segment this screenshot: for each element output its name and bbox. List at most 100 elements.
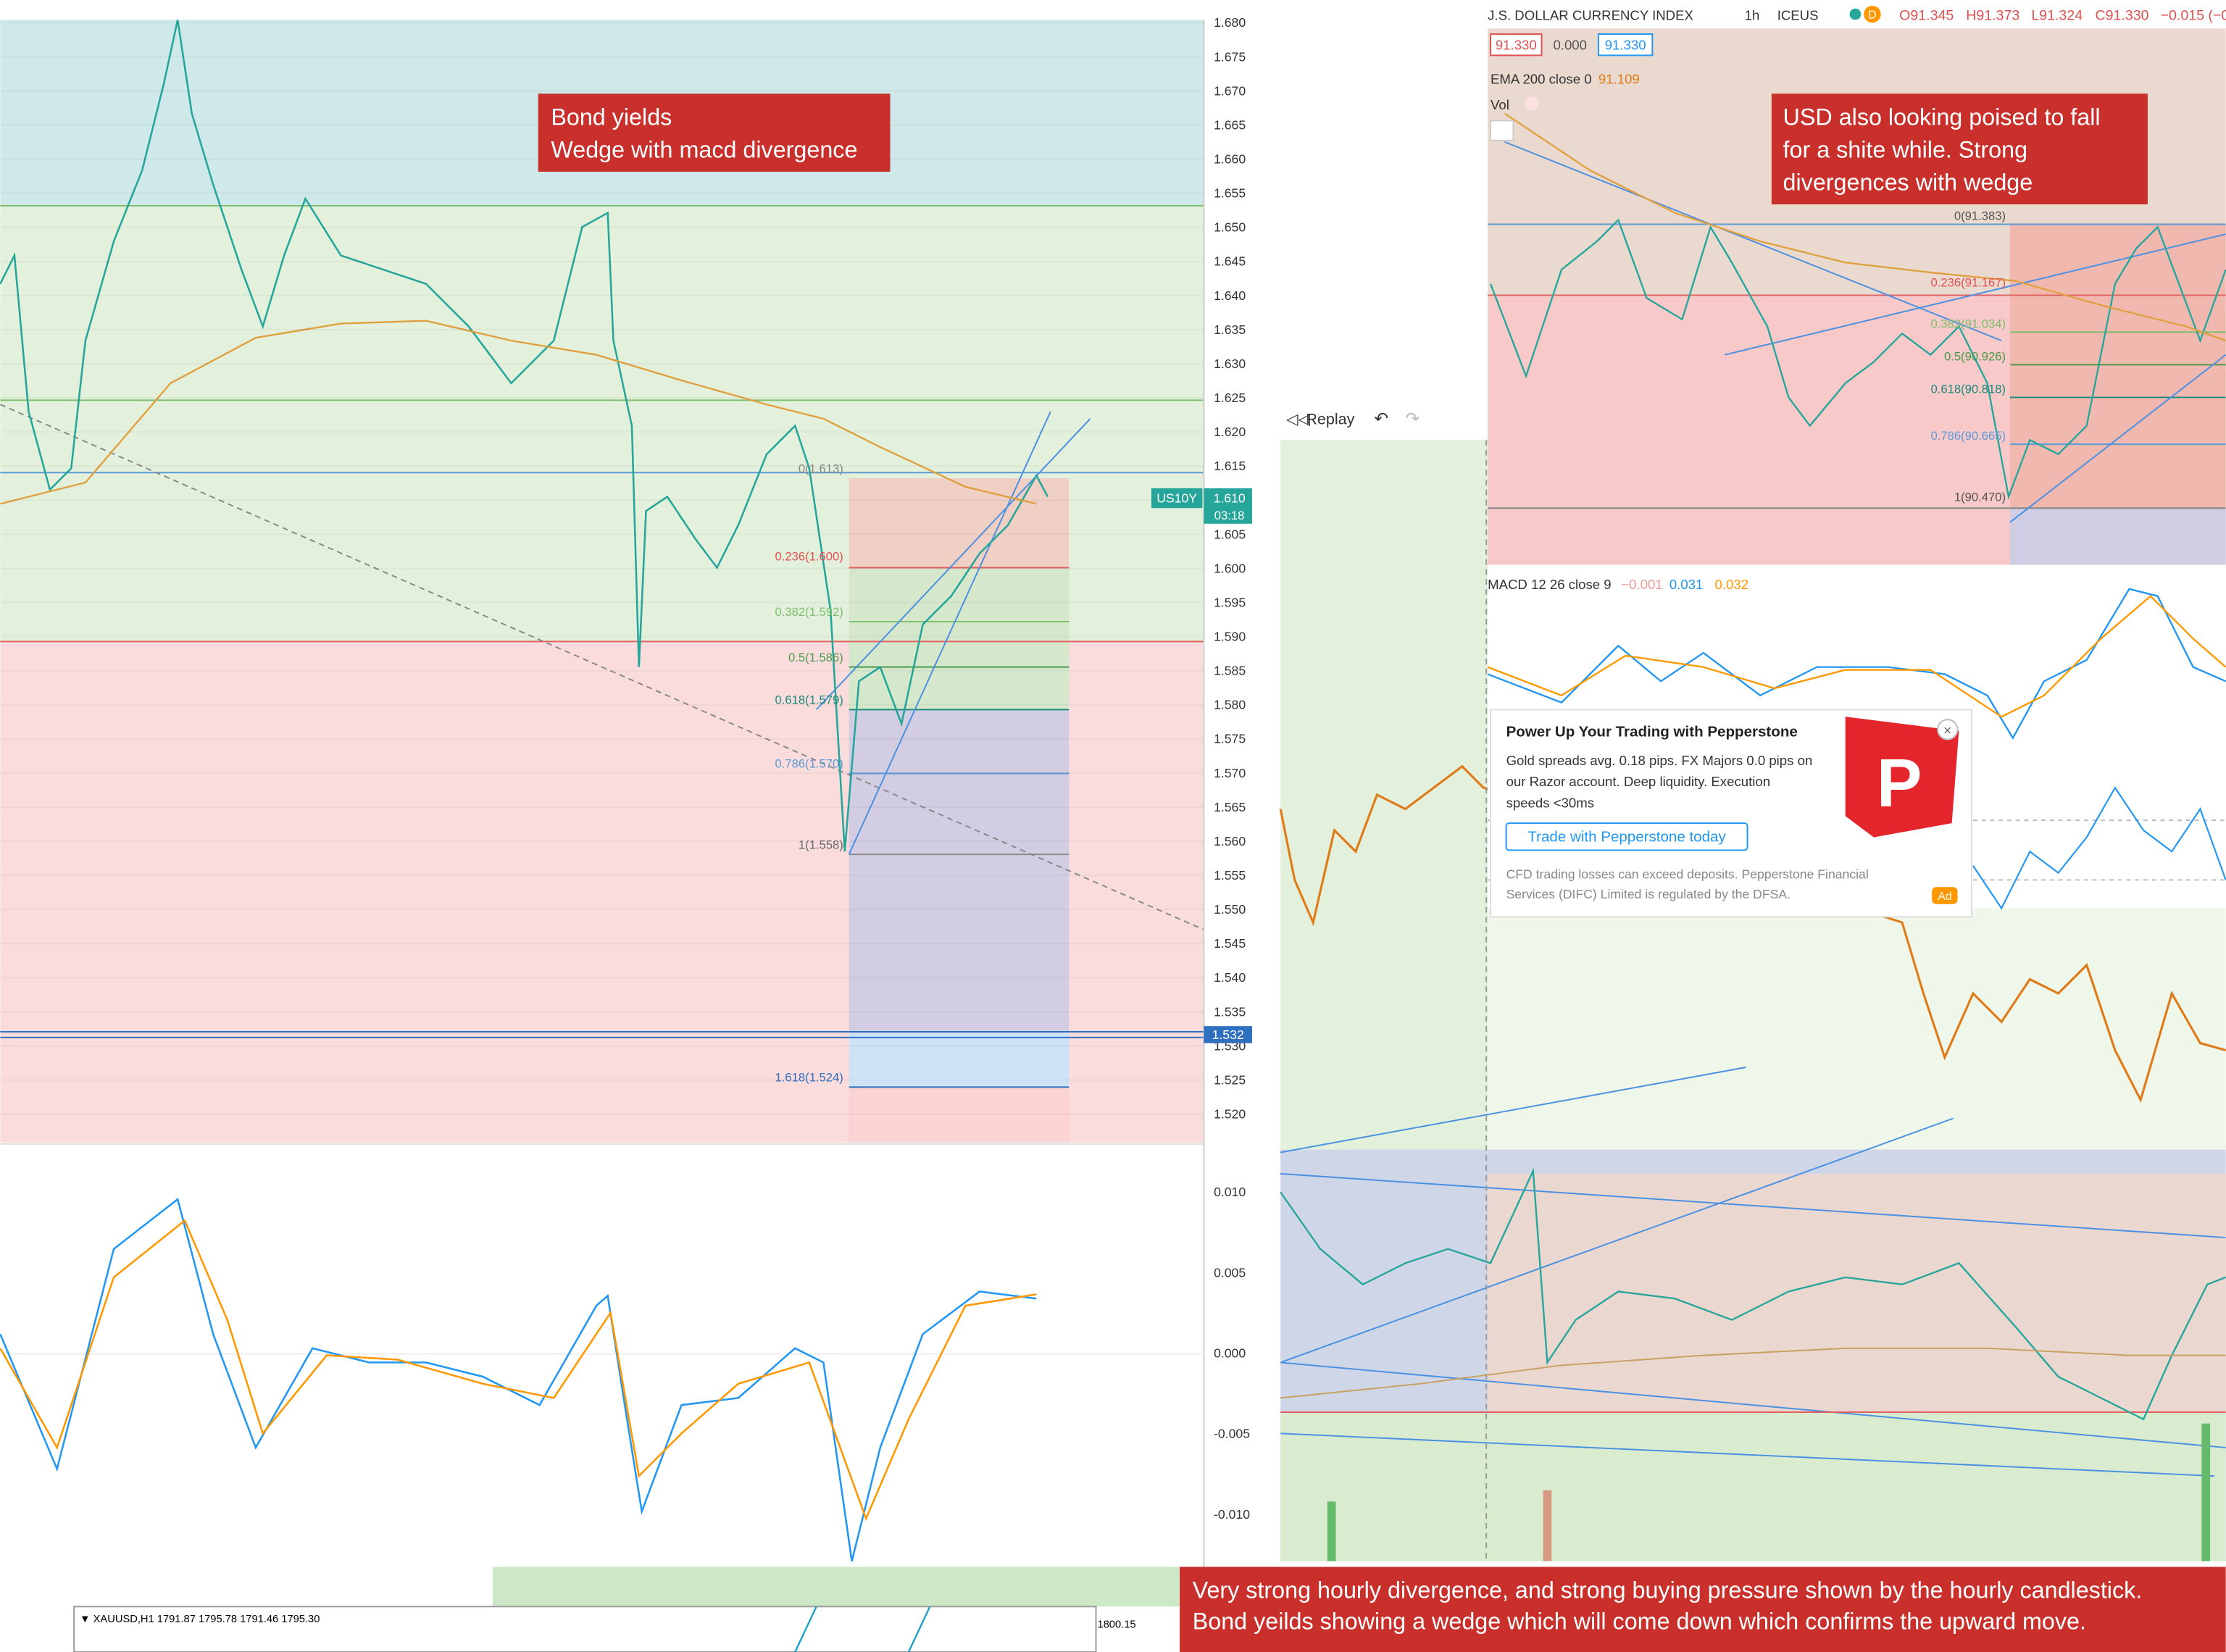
fib-label: 1(1.558) [799, 838, 843, 851]
y-tick-label: 1.575 [1214, 732, 1246, 746]
macd-axis: 0.010 0.005 0.000 -0.005 -0.010 [1214, 1185, 1250, 1522]
fib-label: 1(90.470) [1954, 490, 2006, 504]
annotation-text: divergences with wedge [1783, 169, 2033, 195]
annotation-text: USD also looking poised to fall [1783, 104, 2101, 130]
undo-icon[interactable]: ↶ [1374, 409, 1388, 428]
ad-body: Gold spreads avg. 0.18 pips. FX Majors 0… [1506, 753, 1813, 768]
fib-label: 0.786(90.665) [1931, 429, 2006, 443]
zone [1488, 908, 2226, 1150]
vol-label: Vol [1491, 97, 1509, 112]
annotation-text: Wedge with macd divergence [551, 136, 857, 162]
zone [1280, 1411, 2226, 1561]
box-value: 91.330 [1605, 38, 1646, 53]
bottom-strip: ▼ XAUUSD,H1 1791.87 1795.78 1791.46 1795… [0, 1567, 2226, 1652]
annotation-box [1771, 93, 2148, 205]
rsi-line [1972, 786, 2226, 910]
price-axis: 1.680 1.675 1.670 1.665 1.660 1.655 1.650 1.645… [0, 15, 1246, 1122]
y-tick-label: 1.590 [1214, 630, 1246, 644]
fib-box [2009, 224, 2226, 509]
line-price: 1.532 [1212, 1027, 1244, 1042]
fib-labels: 0(91.383) 0.236(91.167) 0.382(91.034) 0.5(9… [1931, 209, 2006, 504]
fib-box [849, 1032, 1070, 1088]
signal-line [0, 1219, 1037, 1522]
y-tick-label: 1.585 [1214, 664, 1246, 678]
wedge-line [2009, 354, 2226, 523]
y-tick-label: 1.555 [1214, 868, 1246, 883]
ema-value: 91.109 [1598, 72, 1640, 87]
y-tick-label: 1.545 [1214, 936, 1246, 951]
mt4-header: ▼ XAUUSD,H1 1791.87 1795.78 1791.46 1795… [80, 1614, 320, 1625]
annotation-box [1180, 1567, 2226, 1652]
y-tick-label: 1.640 [1214, 288, 1246, 303]
ema-line [1280, 1347, 2226, 1399]
ohlc: C91.330 [2095, 7, 2148, 23]
fib-box [849, 709, 1070, 1033]
y-tick-label: 1.635 [1214, 322, 1246, 337]
annotation-box [538, 93, 891, 172]
y-tick-label: 1.520 [1214, 1107, 1246, 1122]
trend-line [1280, 1067, 1746, 1154]
price-line [1280, 1167, 2226, 1421]
zone [493, 1567, 1188, 1607]
box[interactable] [1597, 33, 1654, 57]
replay-icon: ◁◁ [1286, 411, 1311, 428]
replay-button[interactable]: Replay [1306, 411, 1354, 428]
volume-bar [1543, 1490, 1552, 1561]
annotation-text: Bond yields [551, 104, 672, 130]
macd-value: 0.032 [1715, 577, 1749, 592]
trend-line [907, 1606, 931, 1652]
ad-button[interactable] [1505, 822, 1748, 851]
y-tick-label: 0.000 [1214, 1346, 1246, 1361]
ad-disclaimer: CFD trading losses can exceed deposits. … [1506, 867, 1869, 881]
box [1490, 33, 1543, 57]
fib-label: 0.5(1.586) [788, 651, 843, 664]
ema-line [0, 320, 1037, 505]
wedge-line [848, 411, 1051, 855]
y-tick-label: 1.565 [1214, 800, 1246, 814]
fib-label: 0.5(90.926) [1944, 350, 2006, 364]
y-tick-label: 1.620 [1214, 425, 1246, 439]
y-tick-label: 1.535 [1214, 1004, 1246, 1019]
left-panel: 1.680 1.675 1.670 1.665 1.660 1.655 1.650 1.645… [0, 15, 1252, 1567]
price-line [0, 20, 1049, 852]
badge [1864, 5, 1881, 23]
y-tick-label: 1.540 [1214, 970, 1246, 985]
warning-icon[interactable] [1525, 96, 1539, 111]
ohlc: L91.324 [2031, 7, 2083, 23]
fib-label: 0(1.613) [799, 462, 843, 475]
ad-badge-label: Ad [1938, 890, 1951, 903]
collapse-button[interactable] [1490, 120, 1514, 141]
ad-disclaimer: Services (DIFC) Limited is regulated by … [1506, 887, 1791, 901]
fib-labels: 0(1.613) 0.236(1.600) 0.382(1.592) 0.5(1.58… [775, 462, 843, 1084]
price-badge [1204, 1026, 1252, 1043]
symbol-badge [1151, 488, 1203, 509]
fib-label: 1.618(1.524) [775, 1071, 843, 1085]
fib-box [2009, 508, 2226, 565]
redo-icon[interactable]: ↷ [1406, 409, 1420, 428]
y-tick-label: 1.655 [1214, 186, 1246, 201]
y-tick-label: 1.560 [1214, 834, 1246, 848]
ad-body: speeds <30ms [1506, 796, 1594, 811]
y-tick-label: 1.650 [1214, 220, 1246, 235]
trend-line [794, 1606, 817, 1652]
ad-logo [1845, 717, 1959, 838]
ad-body: our Razor account. Deep liquidity. Execu… [1506, 774, 1770, 789]
change: −0.015 (−0.0 [2161, 7, 2226, 23]
fib-label: 0.618(90.818) [1931, 383, 2006, 396]
status-dot [1849, 8, 1862, 20]
close-button[interactable] [1937, 719, 1959, 741]
macd-value: −0.001 [1621, 577, 1662, 592]
y-tick-label: 1.625 [1214, 391, 1246, 405]
zone [1280, 440, 1488, 1150]
fib-box [849, 567, 1070, 710]
y-tick-label: 0.005 [1214, 1265, 1246, 1280]
fib-label: 0.382(91.034) [1931, 317, 2006, 330]
y-tick-label: 1.630 [1214, 356, 1246, 371]
y-tick-label: -0.010 [1214, 1507, 1250, 1522]
macd-line [1487, 588, 2226, 740]
ad-popup: Power Up Your Trading with Pepperstone G… [1490, 709, 1973, 918]
mt4-price: 1800.15 [1097, 1619, 1135, 1631]
